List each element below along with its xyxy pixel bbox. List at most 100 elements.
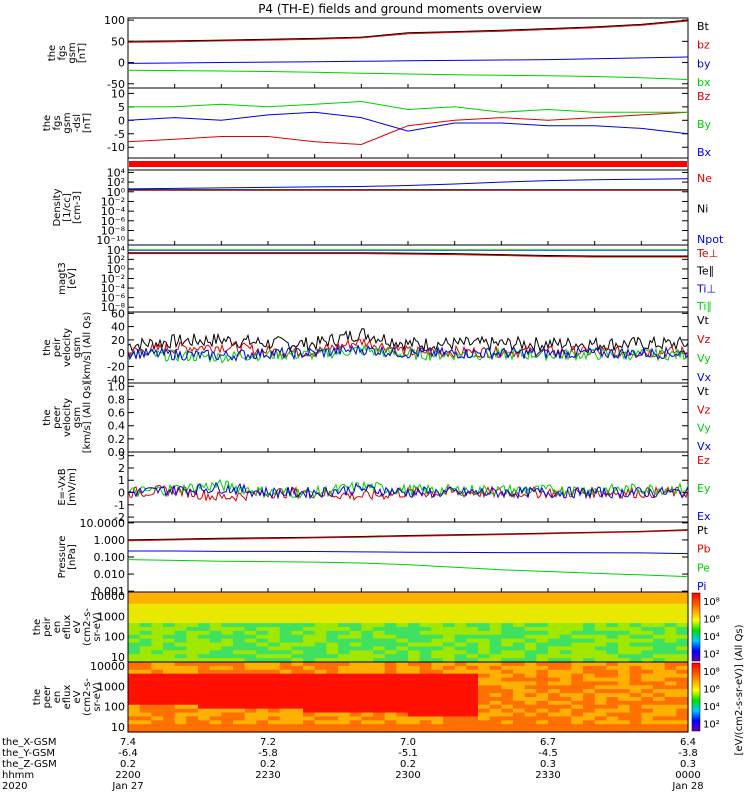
heatmap-cell — [128, 627, 141, 632]
heatmap-cell — [466, 677, 479, 683]
heatmap-cell — [233, 662, 246, 667]
heatmap-cell — [174, 630, 187, 636]
heatmap-cell — [268, 603, 281, 609]
colorbar-tick: 10⁸ — [703, 597, 720, 608]
heatmap-cell — [256, 708, 269, 714]
heatmap-cell — [443, 662, 456, 667]
heatmap-cell — [384, 650, 397, 655]
heatmap-cell — [279, 704, 292, 710]
heatmap-cell — [163, 720, 176, 725]
legend-bx: bx — [697, 76, 711, 89]
heatmap-cell — [174, 611, 187, 616]
heatmap-cell — [653, 697, 666, 702]
heatmap-cell — [303, 634, 316, 640]
heatmap-cell — [536, 603, 549, 609]
heatmap-cell — [221, 650, 234, 655]
heatmap-cell — [571, 627, 584, 632]
heatmap-cell — [629, 658, 642, 663]
heatmap-cell — [548, 627, 561, 632]
heatmap-cell — [489, 627, 502, 632]
heatmap-cell — [139, 634, 152, 640]
heatmap-cell — [606, 693, 619, 698]
heatmap-cell — [349, 599, 362, 605]
heatmap-cell — [314, 662, 327, 667]
heatmap-cell — [559, 658, 572, 663]
heatmap-cell — [583, 615, 596, 620]
heatmap-cell — [478, 630, 491, 636]
figure-title: P4 (TH-E) fields and ground moments over… — [258, 2, 542, 16]
heatmap-cell — [338, 599, 351, 605]
heatmap-cell — [548, 720, 561, 725]
heatmap-cell — [571, 681, 584, 686]
heatmap-cell — [548, 595, 561, 601]
heatmap-cell — [198, 650, 211, 655]
heatmap-cell — [466, 634, 479, 640]
heatmap-cell — [361, 677, 374, 683]
ylabel-line: -dsl — [72, 114, 83, 132]
heatmap-cell — [629, 712, 642, 718]
heatmap-cell — [501, 700, 514, 706]
heatmap-cell — [174, 599, 187, 605]
heatmap-cell — [583, 654, 596, 659]
heatmap-cell — [151, 638, 164, 644]
heatmap-cell — [571, 654, 584, 659]
heatmap-cell — [268, 681, 281, 686]
heatmap-cell — [548, 724, 561, 729]
heatmap-cell — [489, 611, 502, 616]
heatmap-cell — [396, 607, 409, 613]
heatmap-cell — [303, 669, 316, 675]
heatmap-cell — [664, 704, 677, 710]
heatmap-cell — [629, 603, 642, 609]
ylabel-line: sr-eV) — [92, 682, 103, 711]
heatmap-cell — [361, 685, 374, 690]
heatmap-cell — [373, 634, 386, 640]
heatmap-cell — [384, 677, 397, 683]
heatmap-cell — [396, 603, 409, 609]
heatmap-cell — [489, 673, 502, 679]
colorbar-tick: 10⁸ — [703, 667, 720, 678]
heatmap-cell — [326, 693, 339, 698]
heatmap-cell — [221, 619, 234, 624]
heatmap-cell — [256, 619, 269, 624]
heatmap-cell — [326, 619, 339, 624]
heatmap-cell — [326, 638, 339, 644]
heatmap-cell — [664, 712, 677, 718]
legend-Pi: Pi — [697, 580, 706, 593]
heatmap-cell — [291, 728, 304, 733]
heatmap-cell — [326, 708, 339, 714]
heatmap-cell — [186, 712, 199, 718]
heatmap-cell — [653, 638, 666, 644]
heatmap-cell — [139, 650, 152, 655]
heatmap-cell — [209, 665, 222, 671]
ytick-label: 10⁴ — [107, 166, 126, 179]
legend-Pb: Pb — [697, 543, 711, 556]
ylabel-line: Pressure — [57, 536, 68, 579]
heatmap-cell — [396, 708, 409, 714]
heatmap-cell — [373, 697, 386, 702]
heatmap-cell — [571, 689, 584, 694]
heatmap-cell — [233, 669, 246, 675]
heatmap-cell — [513, 592, 526, 597]
series-Bz — [128, 111, 688, 146]
heatmap-cell — [209, 619, 222, 624]
heatmap-cell — [244, 716, 257, 721]
heatmap-cell — [373, 716, 386, 721]
heatmap-cell — [524, 646, 537, 651]
heatmap-cell — [583, 712, 596, 718]
heatmap-cell — [664, 654, 677, 659]
heatmap-cell — [209, 669, 222, 675]
heatmap-cell — [653, 603, 666, 609]
heatmap-cell — [489, 634, 502, 640]
heatmap-cell — [221, 654, 234, 659]
heatmap-cell — [571, 712, 584, 718]
heatmap-cell — [163, 595, 176, 601]
heatmap-cell — [349, 611, 362, 616]
heatmap-cell — [268, 611, 281, 616]
heatmap-cell — [163, 700, 176, 706]
heatmap-cell — [373, 658, 386, 663]
heatmap-cell — [478, 700, 491, 706]
heatmap-cell — [361, 728, 374, 733]
heatmap-cell — [618, 728, 631, 733]
heatmap-cell — [594, 685, 607, 690]
heatmap-cell — [268, 630, 281, 636]
